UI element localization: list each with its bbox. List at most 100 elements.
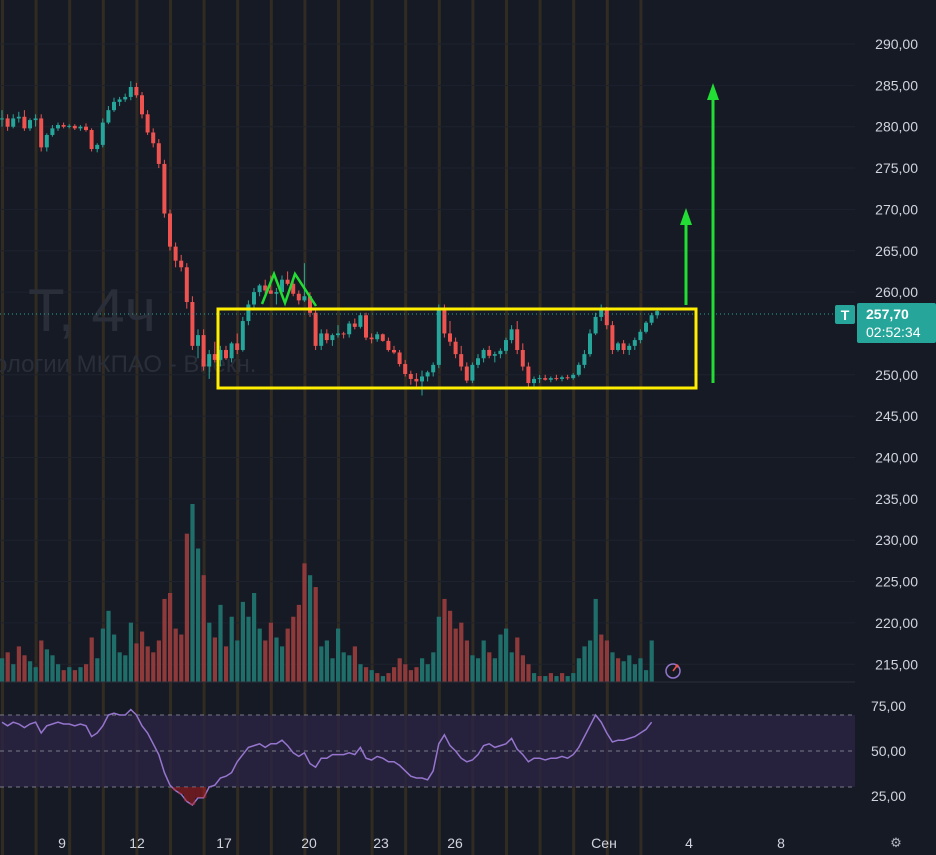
volume-bar	[291, 616, 296, 682]
alert-clock-icon[interactable]	[665, 663, 681, 679]
candle-body	[481, 349, 486, 359]
volume-bar	[425, 664, 430, 682]
candle-body	[268, 290, 273, 294]
session-stripe	[437, 0, 441, 855]
session-stripe	[135, 0, 139, 855]
volume-bar	[386, 673, 391, 682]
settings-gear-icon[interactable]: ⚙	[890, 835, 902, 850]
volume-bar	[257, 628, 262, 682]
candle-body	[414, 378, 419, 382]
volume-bar	[520, 655, 525, 682]
candle-body	[296, 293, 301, 301]
volume-bar	[140, 631, 145, 682]
candle-body	[156, 143, 161, 164]
volume-bar	[179, 634, 184, 682]
candle-body	[16, 116, 21, 119]
candle-body	[358, 315, 363, 327]
candle-body	[50, 128, 55, 135]
last-price-value: 257,70	[866, 306, 909, 322]
volume-bar	[285, 628, 290, 682]
last-price-tag[interactable]: T 257,70 02:52:34	[835, 303, 936, 343]
candle-body	[330, 335, 335, 341]
watermark-symbol: T, 4ч	[28, 277, 156, 344]
volume-bar	[134, 643, 139, 682]
candle-body	[291, 283, 296, 294]
candle-body	[487, 349, 492, 356]
rsi-tick-label: 25,00	[871, 788, 906, 804]
volume-bar	[274, 637, 279, 682]
candle-body	[207, 354, 212, 367]
candle-body	[616, 343, 620, 350]
candle-body	[78, 126, 83, 129]
volume-bar	[364, 667, 369, 682]
volume-bar	[61, 670, 66, 682]
volume-bar	[582, 646, 587, 682]
volume-bar	[212, 637, 217, 682]
candle-body	[56, 125, 60, 129]
candle-body	[520, 349, 525, 367]
volume-bar	[5, 652, 10, 682]
volume-bar	[89, 637, 94, 682]
time-axis: 9 12 17 20 23 26 Сен 4 8	[58, 835, 785, 851]
volume-bar	[599, 634, 604, 682]
volume-bar	[408, 670, 413, 682]
rsi-oversold-fill	[195, 787, 201, 798]
candle-body	[263, 285, 268, 291]
volume-bar	[56, 664, 61, 682]
candle-body	[106, 110, 111, 123]
candle-body	[67, 125, 72, 127]
volume-bar	[168, 593, 173, 682]
price-tick-label: 260,00	[875, 284, 918, 300]
candle-body	[582, 354, 587, 365]
volume-bar	[218, 604, 223, 682]
rsi-tick-label: 50,00	[871, 743, 906, 759]
price-tick-label: 275,00	[875, 160, 918, 176]
candle-body	[593, 316, 598, 334]
candle-body	[280, 279, 284, 293]
session-stripe	[169, 0, 172, 855]
candle-body	[212, 354, 217, 360]
volume-bar	[397, 658, 402, 682]
candle-body	[476, 358, 480, 365]
candle-body	[464, 366, 469, 381]
candle-body	[201, 335, 206, 367]
candle-body	[179, 260, 184, 268]
candle-body	[285, 279, 290, 284]
countdown-timer: 02:52:34	[866, 324, 921, 340]
candle-body	[11, 118, 16, 127]
price-tick-label: 215,00	[875, 656, 918, 672]
volume-bar	[369, 670, 374, 682]
volume-bar	[571, 673, 576, 682]
candle-body	[140, 95, 144, 115]
time-tick-label: 20	[301, 835, 317, 851]
session-stripe	[303, 0, 307, 855]
time-tick-label: 9	[58, 835, 66, 851]
candle-body	[5, 118, 10, 127]
candle-body	[308, 296, 312, 313]
price-tick-label: 290,00	[875, 36, 918, 52]
candle-body	[347, 323, 352, 335]
volume-bar	[380, 676, 385, 682]
double-top-pattern[interactable]	[260, 270, 318, 307]
candle-body	[240, 321, 245, 350]
candle-body	[380, 334, 385, 341]
rsi-oversold-fill	[200, 787, 207, 798]
volume-bar	[347, 655, 352, 682]
volume-bar	[224, 646, 229, 682]
volume-bar	[22, 655, 27, 682]
volume-bar	[532, 673, 537, 682]
candle-body	[274, 292, 279, 294]
price-tick-label: 280,00	[875, 119, 918, 135]
volume-bar	[151, 652, 156, 682]
candle-body	[257, 285, 262, 293]
session-stripe	[370, 0, 374, 855]
price-tick-label: 240,00	[875, 450, 918, 466]
volume-bar	[616, 658, 621, 682]
candle-body	[112, 101, 116, 111]
volume-bar	[442, 598, 447, 682]
session-stripe	[68, 0, 72, 855]
candle-body	[162, 163, 167, 214]
range-rectangle[interactable]	[216, 307, 698, 390]
price-tick-label: 270,00	[875, 201, 918, 217]
